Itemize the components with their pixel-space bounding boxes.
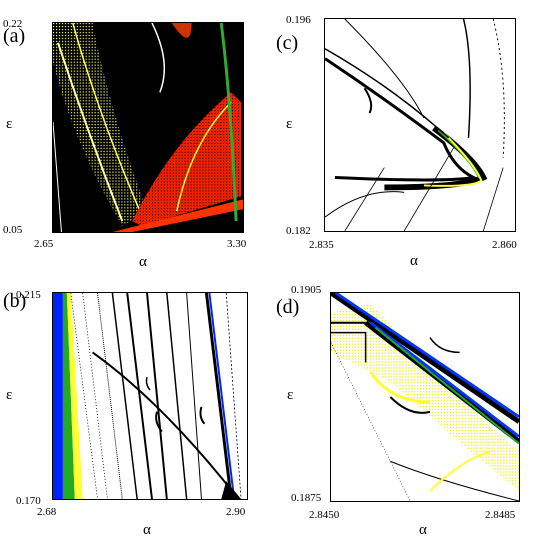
panel-d-curve-2: [331, 331, 367, 363]
panel-c-curve-3: [344, 19, 425, 119]
panel-c-xtick-right: 2.860: [492, 239, 517, 251]
panel-b-map: [53, 293, 247, 499]
panel-b-curve-10: [208, 293, 236, 499]
panel-c-map: [325, 19, 515, 231]
panel-c-xlabel: α: [410, 253, 418, 269]
panel-d-ytick-bottom: 0.1875: [291, 492, 322, 504]
panel-b-curve-8: [186, 293, 202, 499]
panel-b-xlabel: α: [143, 522, 151, 538]
panel-b-curve-12: [92, 351, 237, 497]
panel-d-xlabel: α: [419, 522, 427, 538]
panel-a-region-yellow: [53, 23, 148, 227]
panel-c-ylabel: ε: [286, 116, 293, 132]
panel-c-plot: [324, 18, 516, 232]
panel-d-band-black-1: [331, 293, 519, 424]
panel-c-ytick-top: 0.196: [286, 14, 311, 26]
panel-b-curve-7: [166, 293, 188, 499]
panel-b-band-blue: [53, 293, 63, 499]
panel-c-band-yellow: [423, 132, 483, 187]
panel-a-plot: [52, 22, 244, 233]
panel-b-band-green: [62, 293, 75, 499]
panel-b-region-bottom: [221, 481, 242, 499]
panel-b-curve-13: [155, 411, 163, 433]
panel-c-curve-1: [325, 57, 479, 182]
panel-c-curve-10: [363, 87, 373, 114]
panel-b-curve-3: [97, 293, 123, 499]
panel-label-c: (c): [276, 32, 299, 54]
panel-c-curve-8: [403, 147, 454, 231]
panel-a-curve-2: [72, 23, 143, 217]
panel-c-curve-4: [462, 19, 471, 138]
panel-d-band-green: [374, 326, 519, 445]
panel-b-ylabel: ε: [6, 387, 13, 403]
panel-b-curve-4: [111, 293, 138, 499]
panel-b-curve-14: [199, 406, 206, 425]
panel-d-curve-7: [429, 450, 490, 492]
panel-a-band-green: [219, 23, 238, 222]
panel-a-ytick-bottom: 0.05: [3, 224, 23, 236]
panel-c-curve-7: [344, 167, 385, 231]
panel-label-d: (d): [276, 296, 300, 318]
panel-label-a: (a): [3, 25, 26, 47]
panel-b-band-yellow: [66, 293, 83, 499]
panel-d-xtick-right: 2.8485: [485, 509, 516, 521]
panel-label-b: (b): [3, 290, 27, 312]
panel-b-ytick-bottom: 0.170: [16, 495, 41, 507]
panel-a-region-top: [171, 23, 192, 38]
panel-a-curve-5: [53, 122, 62, 232]
panel-a-curve-4: [151, 23, 166, 93]
panel-b-curve-11: [225, 293, 242, 499]
panel-a-ylabel: ε: [6, 116, 13, 132]
panel-a-ytick-top: 0.22: [3, 18, 23, 30]
panel-b-xtick-right: 2.90: [226, 506, 246, 518]
panel-d-curve-4: [389, 396, 431, 414]
panel-c-xtick-left: 2.835: [309, 239, 334, 251]
panel-a-xtick-right: 3.30: [227, 238, 247, 250]
panel-b-plot: [52, 292, 248, 500]
panel-d-map: [331, 293, 519, 501]
panel-b-xtick-left: 2.68: [37, 506, 57, 518]
panel-a-map: [53, 23, 243, 232]
panel-c-curve-5: [492, 19, 505, 158]
panel-a-region-red: [132, 92, 242, 227]
panel-d-curve-6: [390, 460, 519, 501]
panel-d-band-blue-2: [369, 321, 519, 438]
panel-a-xlabel: α: [139, 254, 147, 270]
panel-b-curve-6: [146, 293, 168, 499]
panel-c-ytick-bottom: 0.182: [286, 225, 311, 237]
panel-d-region-yellow: [331, 302, 519, 492]
panel-b-curve-15: [145, 376, 151, 391]
panel-b-curve-2: [82, 293, 108, 499]
panel-a-curve-3: [175, 101, 232, 212]
panel-d-ylabel: ε: [287, 387, 294, 403]
panel-a-xtick-left: 2.65: [34, 238, 54, 250]
panel-d-curve-3: [369, 371, 430, 404]
panel-c-curve-2: [325, 48, 450, 139]
panel-c-curve-6: [325, 191, 405, 218]
panel-b-curve-5: [126, 293, 153, 499]
panel-b-ytick-top: 0.215: [16, 289, 41, 301]
panel-d-curve-5: [429, 337, 460, 354]
panel-d-ytick-top: 0.1905: [291, 284, 322, 296]
panel-d-plot: [330, 292, 520, 502]
panel-a-curve-1: [57, 42, 124, 222]
panel-b-curve-9: [204, 293, 233, 499]
panel-c-curve-9: [482, 167, 504, 231]
panel-d-xtick-left: 2.8450: [309, 509, 340, 521]
panel-d-band-blue-1: [335, 293, 519, 419]
panel-b-curve-1: [70, 293, 98, 499]
